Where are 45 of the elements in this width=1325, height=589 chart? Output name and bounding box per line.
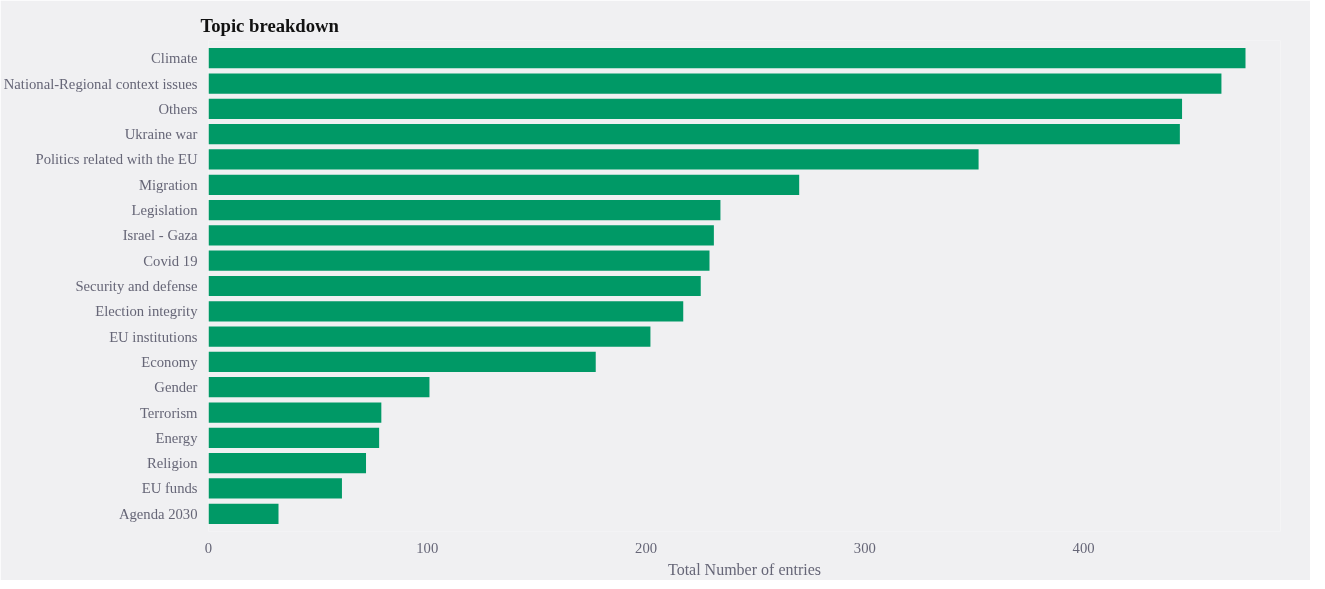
bar [208, 73, 1222, 94]
chart-title: Topic breakdown [200, 14, 340, 36]
y-tick-label: Economy [141, 353, 199, 370]
y-tick-label: Israel - Gaza [122, 227, 198, 244]
x-tick-label: 300 [853, 539, 876, 556]
y-tick-label: Election integrity [95, 303, 199, 320]
bar [208, 402, 382, 423]
y-tick-label: Legislation [131, 202, 199, 219]
bar [208, 478, 342, 499]
y-tick-label: Energy [155, 429, 199, 446]
bar [208, 174, 800, 195]
x-tick-label: 200 [635, 539, 658, 556]
x-tick-label: 0 [204, 539, 213, 556]
y-tick-label: Covid 19 [143, 252, 198, 269]
y-tick-label: EU institutions [109, 328, 198, 345]
y-tick-label: Terrorism [139, 404, 199, 421]
bar [208, 377, 430, 398]
bar [208, 250, 710, 271]
y-tick-label: Security and defense [75, 278, 198, 294]
bar [208, 326, 651, 347]
y-tick-label: Gender [154, 379, 198, 396]
y-tick-label: Climate [151, 50, 198, 67]
y-tick-label: EU funds [141, 480, 198, 497]
y-tick-label: Religion [147, 455, 199, 472]
bar [208, 301, 684, 322]
bar [208, 275, 701, 297]
y-tick-label: Agenda 2030 [118, 505, 198, 522]
x-tick-label: 100 [416, 539, 439, 556]
x-tick-label: 400 [1072, 539, 1095, 556]
bar [208, 149, 979, 170]
bar [208, 48, 1246, 69]
bar [208, 124, 1180, 145]
y-tick-label: Migration [138, 176, 199, 193]
bar [208, 351, 596, 373]
bar [208, 225, 714, 246]
bar [208, 503, 279, 524]
bar [208, 199, 721, 221]
y-tick-label: National-Regional context issues [3, 75, 198, 92]
x-axis-title: Total Number of entries [667, 560, 822, 578]
bar [208, 98, 1183, 119]
y-tick-label: Politics related with the EU [35, 151, 198, 168]
bar [208, 453, 367, 474]
bar [208, 427, 380, 448]
y-tick-label: Ukraine war [124, 126, 198, 143]
y-tick-label: Others [158, 100, 198, 117]
